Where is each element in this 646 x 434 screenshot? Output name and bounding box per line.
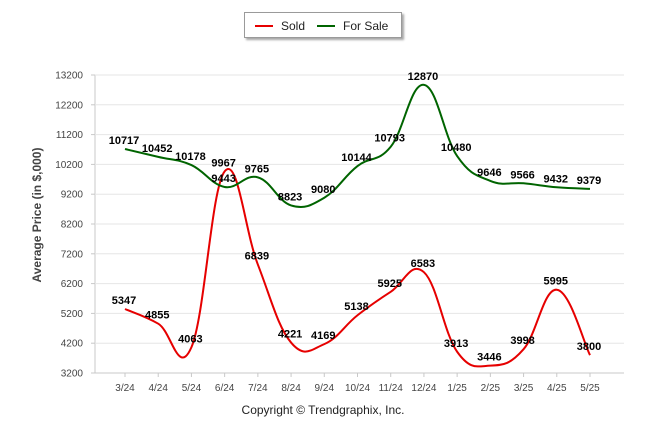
legend-label-for-sale: For Sale [343,19,389,33]
y-tick-label: 5200 [61,309,84,320]
legend-label-sold: Sold [281,19,306,33]
y-tick-label: 6200 [61,279,84,290]
data-label-for-sale: 9443 [211,173,235,185]
y-tick-label: 3200 [61,369,84,380]
x-tick-label: 8/24 [281,383,301,394]
data-label-for-sale: 10717 [109,135,140,147]
data-label-sold: 3446 [477,352,501,364]
x-tick-label: 9/24 [315,383,335,394]
data-labels: 5347 4855 4063 9967 6839 4221 4169 5138 5925 6583… [109,71,602,364]
data-label-sold: 4221 [278,329,302,341]
x-tick-label: 4/24 [148,383,168,394]
legend: Sold For Sale [244,12,402,38]
y-tick-label: 13200 [55,71,83,82]
x-tick-label: 11/24 [379,383,404,394]
gridlines [91,74,624,377]
data-label-for-sale: 9379 [577,175,601,187]
data-label-sold: 9967 [211,157,235,169]
y-axis-title: Average Price (in $,000) [30,147,44,283]
x-tick-label: 3/25 [514,383,534,394]
y-tick-label: 10200 [55,160,83,171]
y-tick-label: 7200 [61,249,84,260]
data-label-sold: 3998 [510,335,534,347]
x-tick-label: 2/25 [481,383,501,394]
x-tick-label: 4/25 [547,383,567,394]
data-label-sold: 5347 [112,295,136,307]
data-label-sold: 4063 [178,333,202,345]
x-tick-label: 10/24 [345,383,370,394]
data-label-sold: 5995 [544,276,568,288]
legend-swatch-sold [255,25,273,27]
data-label-for-sale: 10480 [441,142,472,154]
y-tick-label: 9200 [61,190,84,201]
data-label-sold: 6839 [245,251,269,263]
data-label-for-sale: 10793 [374,133,405,145]
x-tick-label: 6/24 [215,383,235,394]
series-layer [124,83,591,368]
data-label-for-sale: 10178 [175,151,206,163]
data-label-sold: 5925 [377,278,401,290]
data-label-sold: 6583 [411,258,435,270]
x-tick-label: 12/24 [411,383,436,394]
data-label-for-sale: 9765 [245,163,269,175]
x-tick-label: 5/25 [580,383,600,394]
data-label-sold: 4855 [145,310,169,322]
data-label-for-sale: 9080 [311,184,335,196]
x-tick-label: 3/24 [115,383,135,394]
legend-swatch-for-sale [317,25,335,27]
data-label-for-sale: 12870 [408,71,439,83]
series-line-sold [124,168,591,368]
data-label-for-sale: 9566 [510,169,534,181]
y-tick-label: 12200 [55,100,83,111]
copyright-credit: Copyright © Trendgraphix, Inc. [241,403,405,417]
y-tick-labels: 3200 4200 5200 6200 7200 8200 9200 10200 11200 12… [55,71,83,380]
x-tick-label: 5/24 [182,383,202,394]
data-label-sold: 3913 [444,338,468,350]
data-label-for-sale: 8823 [278,191,302,203]
x-tick-label: 1/25 [447,383,467,394]
y-tick-label: 4200 [61,339,84,350]
x-tick-label: 7/24 [248,383,268,394]
y-tick-label: 11200 [56,130,84,141]
series-line-for-sale [124,83,591,209]
data-label-for-sale: 10452 [142,143,173,155]
data-label-sold: 4169 [311,330,335,342]
x-tick-labels: 3/24 4/24 5/24 6/24 7/24 8/24 9/24 10/24 11/24 12… [115,383,600,394]
data-label-for-sale: 9646 [477,167,501,179]
data-label-for-sale: 10144 [341,152,372,164]
data-label-sold: 3800 [577,341,601,353]
y-tick-label: 8200 [61,220,84,231]
data-label-for-sale: 9432 [544,173,568,185]
data-label-sold: 5138 [344,301,368,313]
